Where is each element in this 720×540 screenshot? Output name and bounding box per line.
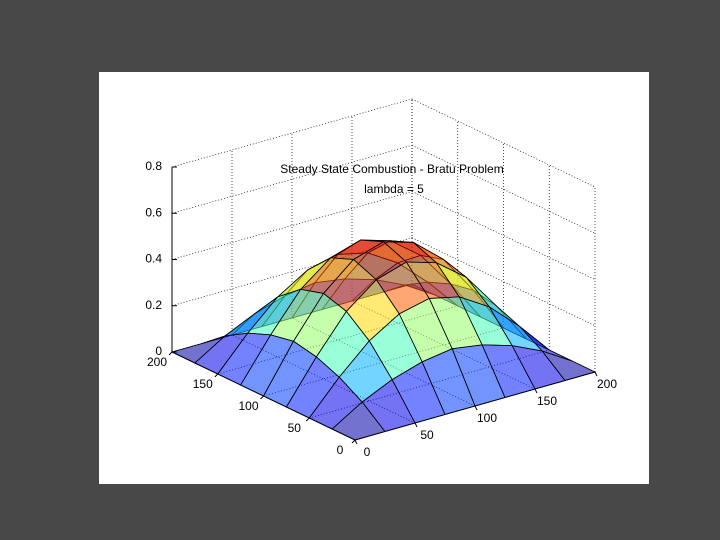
grid-line [411,237,596,327]
grid-line [171,98,413,168]
grid-line [171,144,413,214]
z-tick-label: 0 [155,344,162,358]
chart-subtitle: lambda = 5 [364,182,424,196]
tick-mark [260,395,264,400]
y-tick-label: 50 [288,421,302,435]
y-tick-label: 0 [337,443,344,457]
x-tick-label: 100 [477,411,497,425]
tick-mark [214,373,219,378]
tick-mark [354,439,358,445]
x-tick-label: 200 [597,377,617,391]
z-tick-label: 0.4 [145,252,162,266]
x-tick-label: 50 [420,428,434,442]
grid-line [411,98,596,188]
tick-mark [351,439,356,444]
z-tick-label: 0.6 [145,205,162,219]
tick-mark [534,388,538,394]
z-tick-label: 0.8 [145,159,162,173]
x-tick-label: 150 [537,394,557,408]
tick-mark [168,351,173,356]
tick-mark [305,417,310,422]
z-tick-label: 0.2 [145,298,162,312]
chart-title: Steady State Combustion - Bratu Problem [280,162,503,176]
surface-patch [331,401,386,441]
tick-mark [474,405,478,411]
grid-line [411,191,596,280]
tick-mark [594,371,598,377]
y-tick-label: 150 [193,377,213,391]
tick-mark [414,422,418,428]
grid-line [171,191,413,260]
y-tick-label: 200 [147,355,167,369]
x-tick-label: 0 [364,445,371,459]
grid-line [411,144,596,234]
y-tick-label: 100 [238,399,258,413]
